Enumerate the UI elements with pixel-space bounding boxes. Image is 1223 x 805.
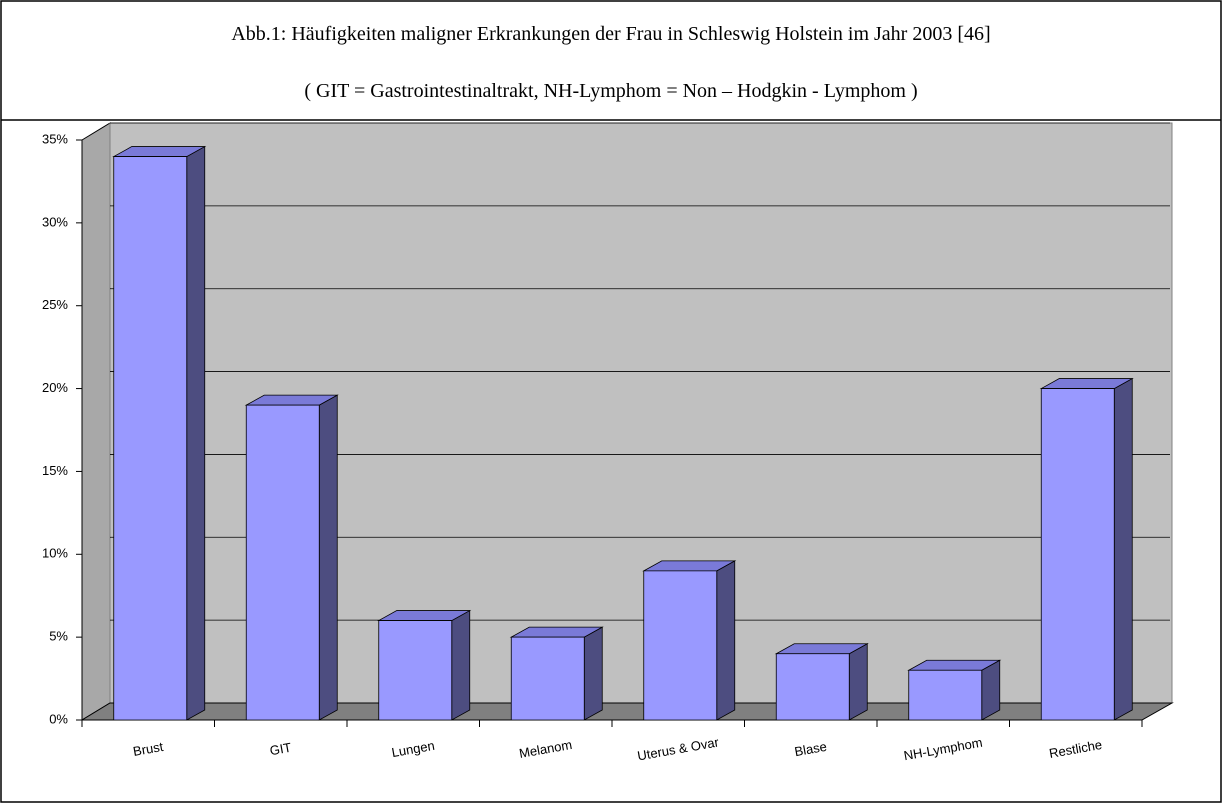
bar-front (643, 570, 718, 721)
y-tick-label: 5% (49, 629, 68, 644)
bar-front (1040, 388, 1115, 721)
y-tick-label: 25% (42, 297, 68, 312)
bar (509, 626, 604, 721)
bar (244, 394, 339, 721)
bar-side (583, 626, 603, 721)
chart-title: Abb.1: Häufigkeiten maligner Erkrankunge… (231, 23, 990, 45)
y-tick-label: 35% (42, 131, 68, 146)
bar-front (510, 636, 585, 721)
bar (907, 659, 1002, 721)
bar-side (451, 609, 471, 721)
bar-front (775, 653, 850, 721)
bar-front (378, 620, 453, 721)
bar-side (318, 394, 338, 721)
x-tick-label: Blase (793, 739, 828, 759)
chart-subtitle: ( GIT = Gastrointestinaltrakt, NH-Lympho… (304, 80, 917, 102)
bar-side (716, 560, 736, 721)
x-tick-label: GIT (269, 740, 293, 759)
y-tick-label: 0% (49, 711, 68, 726)
floor (80, 702, 1174, 721)
side-wall (81, 122, 111, 721)
bar (774, 643, 869, 721)
bar-side (848, 643, 868, 721)
y-tick-label: 15% (42, 463, 68, 478)
bar (1039, 377, 1134, 721)
y-tick-label: 30% (42, 214, 68, 229)
y-tick-label: 10% (42, 546, 68, 561)
bar-front (113, 156, 188, 721)
bar (377, 609, 472, 721)
y-tick-label: 20% (42, 380, 68, 395)
x-tick-label: Brust (132, 739, 165, 759)
bar-front (908, 669, 983, 721)
bar (112, 145, 207, 721)
x-tick-label: Lungen (390, 738, 435, 760)
bar-front (245, 404, 320, 721)
bar-side (1113, 377, 1133, 721)
bar (642, 560, 737, 721)
bar-side (186, 145, 206, 721)
